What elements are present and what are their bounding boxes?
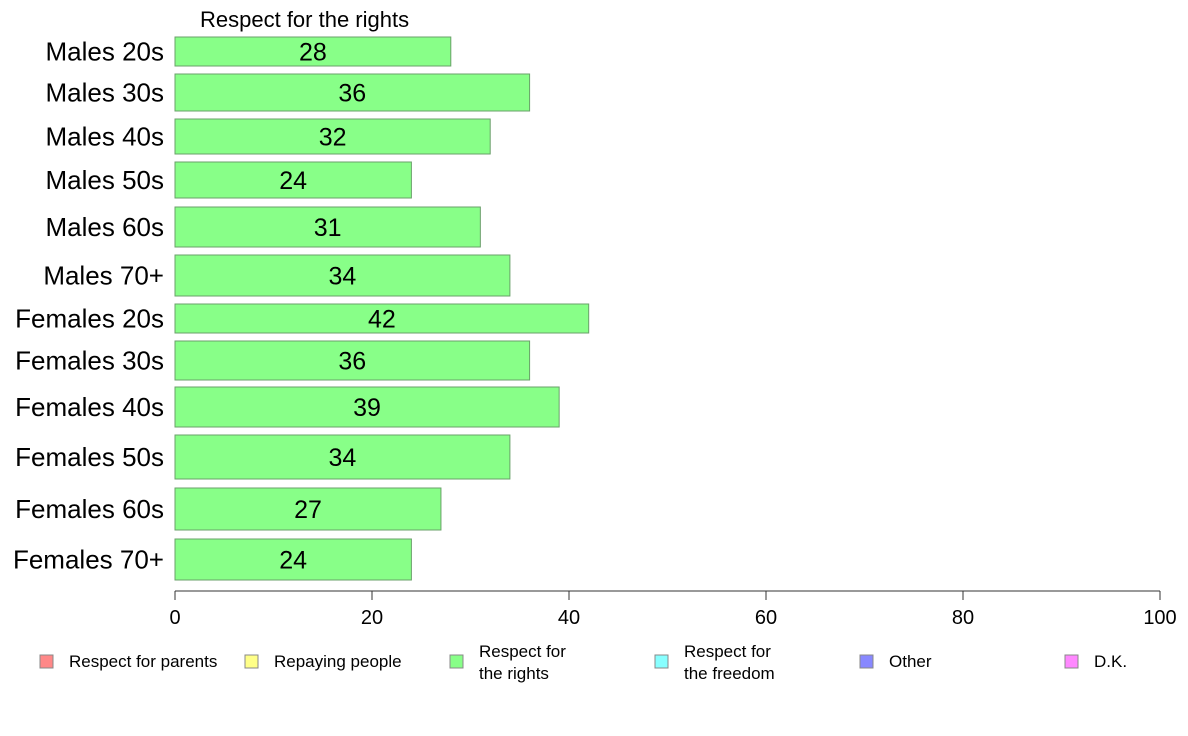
legend-label: Respect for the freedom [684,642,775,683]
legend-label-line: Respect for [479,642,566,661]
bars-layer [174,36,590,581]
bar [174,386,560,428]
bar [174,340,531,381]
legend-label: D.K. [1094,652,1127,671]
row-label: Females 20s [15,304,164,334]
row-label: Males 40s [46,122,165,152]
bar-value-label: 36 [338,348,366,376]
legend-swatch [39,654,54,669]
legend-swatch [859,654,874,669]
x-tick-label: 40 [558,607,580,629]
legend-label: Repaying people [274,652,402,671]
legend-label-line: the rights [479,664,549,683]
bar-value-label: 27 [294,496,322,524]
row-label: Males 30s [46,78,165,108]
bar [174,487,442,531]
row-label: Females 70+ [13,545,164,575]
bar-value-label: 24 [279,167,307,195]
x-tick-label: 0 [169,607,180,629]
x-tick-label: 60 [755,607,777,629]
legend: Respect for parents Repaying people Respec… [39,642,1127,683]
legend-label-line: Respect for [684,642,771,661]
row-labels: Males 20s Males 30s Males 40s Males 50s Male… [13,37,164,575]
legend-swatch [244,654,259,669]
legend-label: Respect for the rights [479,642,566,683]
legend-label-line: the freedom [684,664,775,683]
legend-label: Other [889,652,932,671]
x-tick-label: 80 [952,607,974,629]
bar [174,434,511,480]
bar [174,538,412,581]
bar [174,73,531,112]
legend-swatch [449,654,464,669]
bar-value-label: 34 [329,263,357,291]
row-label: Females 60s [15,494,164,524]
row-label: Males 50s [46,165,165,195]
x-tick-label: 100 [1143,607,1176,629]
x-axis: 0 20 40 60 80 100 [169,590,1177,629]
bar-value-label: 34 [329,444,357,472]
bar-value-label: 36 [338,80,366,108]
row-label: Males 60s [46,212,165,242]
row-label: Males 70+ [43,261,164,291]
row-label: Females 40s [15,392,164,422]
x-tick-label: 20 [361,607,383,629]
bar-value-label: 24 [279,547,307,575]
bar [174,118,491,155]
legend-swatch [654,654,669,669]
bar-value-label: 32 [319,124,347,152]
legend-label: Respect for parents [69,652,217,671]
row-label: Males 20s [46,37,165,67]
bar-value-label: 31 [314,214,342,242]
bar-value-label: 39 [353,394,381,422]
bar-value-label: 42 [368,306,396,334]
chart-title: Respect for the rights [200,7,409,32]
bar [174,254,511,297]
row-label: Females 30s [15,346,164,376]
bar [174,303,590,334]
bar [174,36,452,67]
bar [174,206,481,248]
bar [174,161,412,199]
legend-swatch [1064,654,1079,669]
bar-value-label: 28 [299,39,327,67]
row-label: Females 50s [15,442,164,472]
